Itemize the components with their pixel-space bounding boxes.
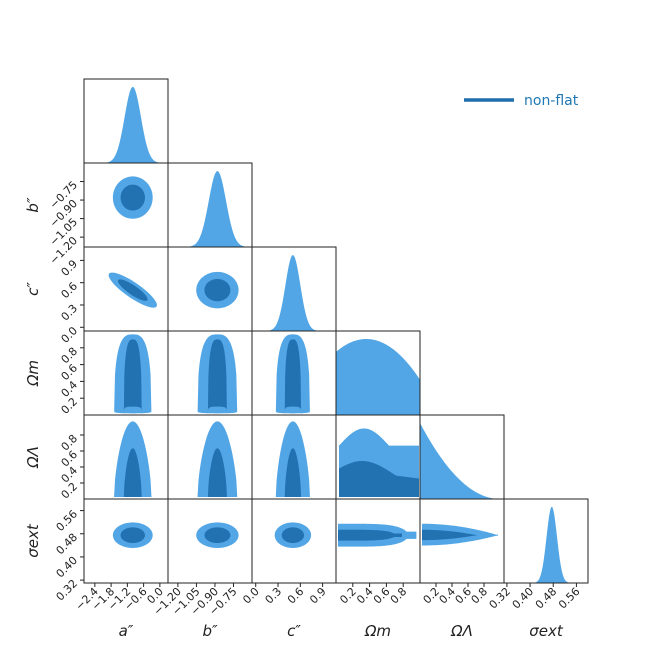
y-tick-label-om: 0.4: [59, 378, 81, 400]
panel-se-om: [338, 523, 417, 547]
contour-68-se-a: [120, 527, 145, 544]
x-axis-label-a: a″: [119, 622, 134, 640]
panel-ol-c: [275, 421, 310, 497]
x-tick-label-c: 0.3: [263, 585, 285, 607]
y-tick-label-c: 0.0: [59, 324, 81, 346]
contour-68-om-c: [284, 339, 302, 415]
panel-om-a: [114, 334, 152, 415]
y-tick-label-c: 0.6: [59, 280, 81, 302]
contour-68-c-a: [117, 279, 148, 301]
panel-om-b: [197, 334, 238, 415]
y-tick-label-c: 0.3: [59, 302, 81, 324]
x-axis-label-ol: ΩΛ: [450, 622, 473, 640]
panel-b-b: [168, 171, 252, 247]
y-tick-label-se: 0.48: [54, 531, 81, 558]
y-axis-label-c: c″: [24, 282, 42, 296]
contour-68-ol-b: [207, 448, 227, 497]
y-tick-label-om: 0.6: [59, 362, 81, 384]
x-tick-label-om: 0.8: [388, 585, 410, 607]
contour-68-om-b: [207, 339, 227, 415]
marginal-se: [504, 507, 588, 583]
x-axis-label-b: b″: [202, 622, 218, 640]
x-tick-label-se: 0.56: [556, 585, 583, 612]
y-axis-label-om: Ωm: [24, 360, 42, 387]
legend-label: non-flat: [524, 93, 579, 109]
panel-ol-ol: [420, 423, 504, 499]
contour-68-om-a: [123, 339, 142, 415]
x-tick-label-se: 0.48: [533, 585, 560, 612]
panel-b-a: [112, 176, 153, 219]
panel-se-b: [196, 522, 239, 548]
marginal-om: [336, 339, 420, 415]
y-tick-label-om: 0.8: [59, 345, 81, 367]
y-tick-label-ol: 0.8: [59, 432, 81, 454]
y-axis-label-b: b″: [24, 197, 42, 213]
contour-68-c-b: [204, 278, 231, 302]
x-axis-label-om: Ωm: [364, 622, 391, 640]
panel-se-se: [504, 507, 588, 583]
y-tick-label-se: 0.56: [54, 508, 81, 535]
marginal-ol: [420, 423, 504, 499]
y-tick-label-om: 0.2: [59, 395, 81, 417]
x-tick-label-se: 0.40: [510, 585, 537, 612]
panel-ol-a: [114, 421, 152, 497]
contour-68-ol-a: [123, 448, 142, 497]
contour-68-ol-om: [339, 460, 419, 497]
marginal-a: [84, 87, 168, 163]
panel-c-a: [108, 272, 157, 308]
panel-ol-b: [197, 421, 238, 497]
panel-om-om: [336, 339, 420, 415]
panel-frame: [503, 498, 589, 584]
x-tick-label-c: 0.9: [307, 585, 329, 607]
marginal-c: [252, 255, 336, 331]
y-axis-label-ol: ΩΛ: [24, 446, 42, 469]
contour-68-se-c: [281, 527, 305, 544]
x-tick-label-c: 0.0: [240, 585, 262, 607]
y-tick-label-se: 0.40: [54, 554, 81, 581]
panel-se-a: [112, 522, 153, 548]
panel-se-c: [274, 522, 312, 548]
x-axis-label-c: c″: [287, 622, 301, 640]
contour-68-b-a: [120, 184, 145, 211]
x-tick-label-c: 0.6: [285, 585, 307, 607]
contour-68-ol-c: [284, 448, 302, 497]
x-tick-label-se: 0.32: [487, 585, 514, 612]
panel-ol-om: [339, 428, 419, 497]
contour-68-se-ol: [422, 529, 477, 541]
panel-c-c: [252, 255, 336, 331]
contour-68-se-om: [338, 529, 402, 541]
panel-a-a: [84, 87, 168, 163]
x-axis-label-se: σext: [529, 622, 564, 640]
y-axis-label-se: σext: [24, 523, 42, 558]
marginal-b: [168, 171, 252, 247]
contour-68-se-b: [204, 527, 231, 544]
panel-om-c: [275, 334, 310, 415]
panel-se-ol: [422, 523, 498, 546]
panel-c-b: [196, 271, 239, 309]
